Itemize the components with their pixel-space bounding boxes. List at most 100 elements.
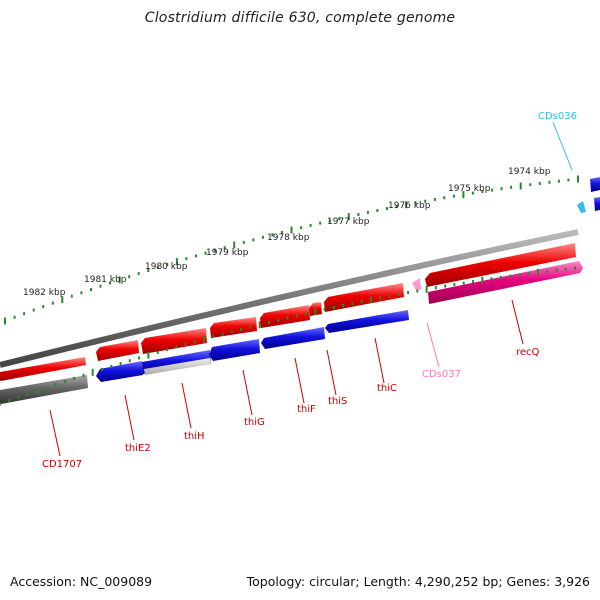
inner-minor-tick [193, 340, 196, 344]
outer-scale-ticks [4, 175, 579, 325]
inner-major-tick [536, 268, 539, 276]
outer-minor-tick [214, 248, 217, 252]
inner-minor-tick [119, 362, 122, 366]
inner-minor-tick [110, 364, 113, 368]
outer-minor-tick [529, 183, 532, 187]
inner-minor-tick [175, 345, 178, 349]
pseudo-gene-marker[interactable] [412, 278, 421, 290]
inner-minor-tick [268, 321, 270, 324]
inner-minor-tick [351, 302, 354, 306]
outer-minor-tick [195, 254, 197, 258]
cds036-marker[interactable] [577, 201, 586, 213]
inner-minor-tick [0, 402, 1, 406]
cds-arrow[interactable] [261, 327, 325, 349]
inner-minor-tick [26, 392, 29, 396]
inner-minor-tick [555, 268, 558, 272]
cds-arrow[interactable] [425, 243, 576, 287]
outer-minor-tick [271, 233, 274, 237]
gene-label-thic[interactable]: thiC [377, 383, 397, 394]
outer-major-tick [405, 201, 408, 209]
accession-text: Accession: NC_009089 [10, 574, 153, 589]
cds-arrow[interactable] [260, 305, 310, 328]
outer-minor-tick [510, 185, 513, 189]
outer-minor-tick [424, 199, 427, 203]
cds-arrow[interactable] [210, 317, 257, 338]
scale-label-1981: 1981 kbp [84, 275, 127, 285]
outer-minor-tick [414, 201, 417, 205]
scale-label-1980: 1980 kbp [145, 262, 188, 272]
inner-major-tick [258, 321, 261, 329]
gene-label-cds036[interactable]: CDs036 [538, 111, 577, 122]
inner-major-tick [425, 285, 428, 293]
gene-label-thie2[interactable]: thiE2 [125, 443, 151, 454]
gene-arrow[interactable] [0, 375, 88, 404]
outer-minor-tick [51, 301, 54, 305]
inner-minor-tick [138, 356, 141, 360]
inner-major-tick [147, 351, 150, 359]
cds-arrow[interactable] [96, 340, 139, 361]
outer-minor-tick [338, 217, 341, 221]
inner-minor-tick [240, 327, 243, 331]
inner-major-tick [91, 368, 94, 376]
gene-arrow[interactable] [428, 261, 583, 304]
cds-arrow[interactable] [96, 361, 143, 382]
inner-minor-tick [165, 348, 168, 352]
outer-minor-tick [156, 266, 159, 269]
inner-minor-tick [527, 272, 530, 276]
outer-major-tick [290, 226, 293, 234]
gene-label-thig[interactable]: thiG [244, 417, 265, 428]
scale-label-1975: 1975 kbp [448, 184, 491, 194]
outer-minor-tick [452, 194, 455, 198]
inner-minor-tick [286, 316, 289, 320]
outer-major-tick [233, 241, 236, 249]
outer-minor-tick [567, 178, 570, 182]
inner-minor-tick [249, 325, 252, 329]
outer-minor-tick [185, 257, 188, 261]
cds-arrow[interactable] [325, 310, 409, 333]
cds-arrow[interactable] [590, 177, 600, 192]
inner-minor-tick [388, 294, 391, 298]
inner-minor-tick [17, 395, 20, 399]
gene-label-thif[interactable]: thiF [297, 404, 316, 415]
genome-backbone [0, 229, 579, 368]
inner-minor-tick [407, 291, 410, 295]
scale-label-1974: 1974 kbp [508, 167, 551, 177]
inner-minor-tick [444, 284, 447, 288]
inner-minor-tick [295, 314, 298, 318]
gene-label-recq[interactable]: recQ [516, 347, 540, 358]
scale-labels: 1974 kbp 1975 kbp 1976 kbp 1977 kbp 1978… [23, 167, 551, 298]
gene-label-cd1707[interactable]: CD1707 [42, 459, 82, 470]
outer-minor-tick [557, 179, 560, 183]
inner-minor-tick [518, 273, 521, 277]
outer-minor-tick [80, 291, 83, 295]
outer-minor-tick [280, 230, 283, 234]
cds-arrow[interactable] [0, 357, 86, 381]
outer-minor-tick [395, 205, 398, 209]
gene-label-thih[interactable]: thiH [184, 431, 205, 442]
cds-arrow[interactable] [144, 358, 211, 375]
cds-arrow[interactable] [141, 328, 207, 354]
outer-minor-tick [90, 288, 92, 291]
outer-minor-tick [433, 198, 436, 201]
inner-minor-tick [360, 300, 363, 304]
outer-minor-tick [99, 284, 102, 288]
outer-major-tick [118, 276, 121, 284]
scale-label-1978: 1978 kbp [267, 233, 310, 243]
inner-minor-tick [277, 318, 280, 322]
outer-minor-tick [481, 190, 484, 194]
outer-minor-tick [491, 188, 494, 192]
outer-minor-tick [261, 235, 264, 239]
inner-major-tick [314, 308, 317, 316]
inner-minor-tick [184, 342, 187, 346]
inner-minor-tick [82, 373, 85, 377]
outer-minor-tick [109, 281, 111, 285]
cds-arrow[interactable] [594, 197, 600, 211]
gene-label-cds037[interactable]: CDs037 [422, 369, 461, 380]
inner-minor-tick [212, 335, 215, 339]
inner-minor-tick [323, 308, 326, 311]
cds-arrow[interactable] [209, 339, 260, 361]
gene-label-this[interactable]: thiS [328, 396, 347, 407]
reverse-cds-track [96, 177, 600, 382]
outer-minor-tick [548, 180, 551, 184]
